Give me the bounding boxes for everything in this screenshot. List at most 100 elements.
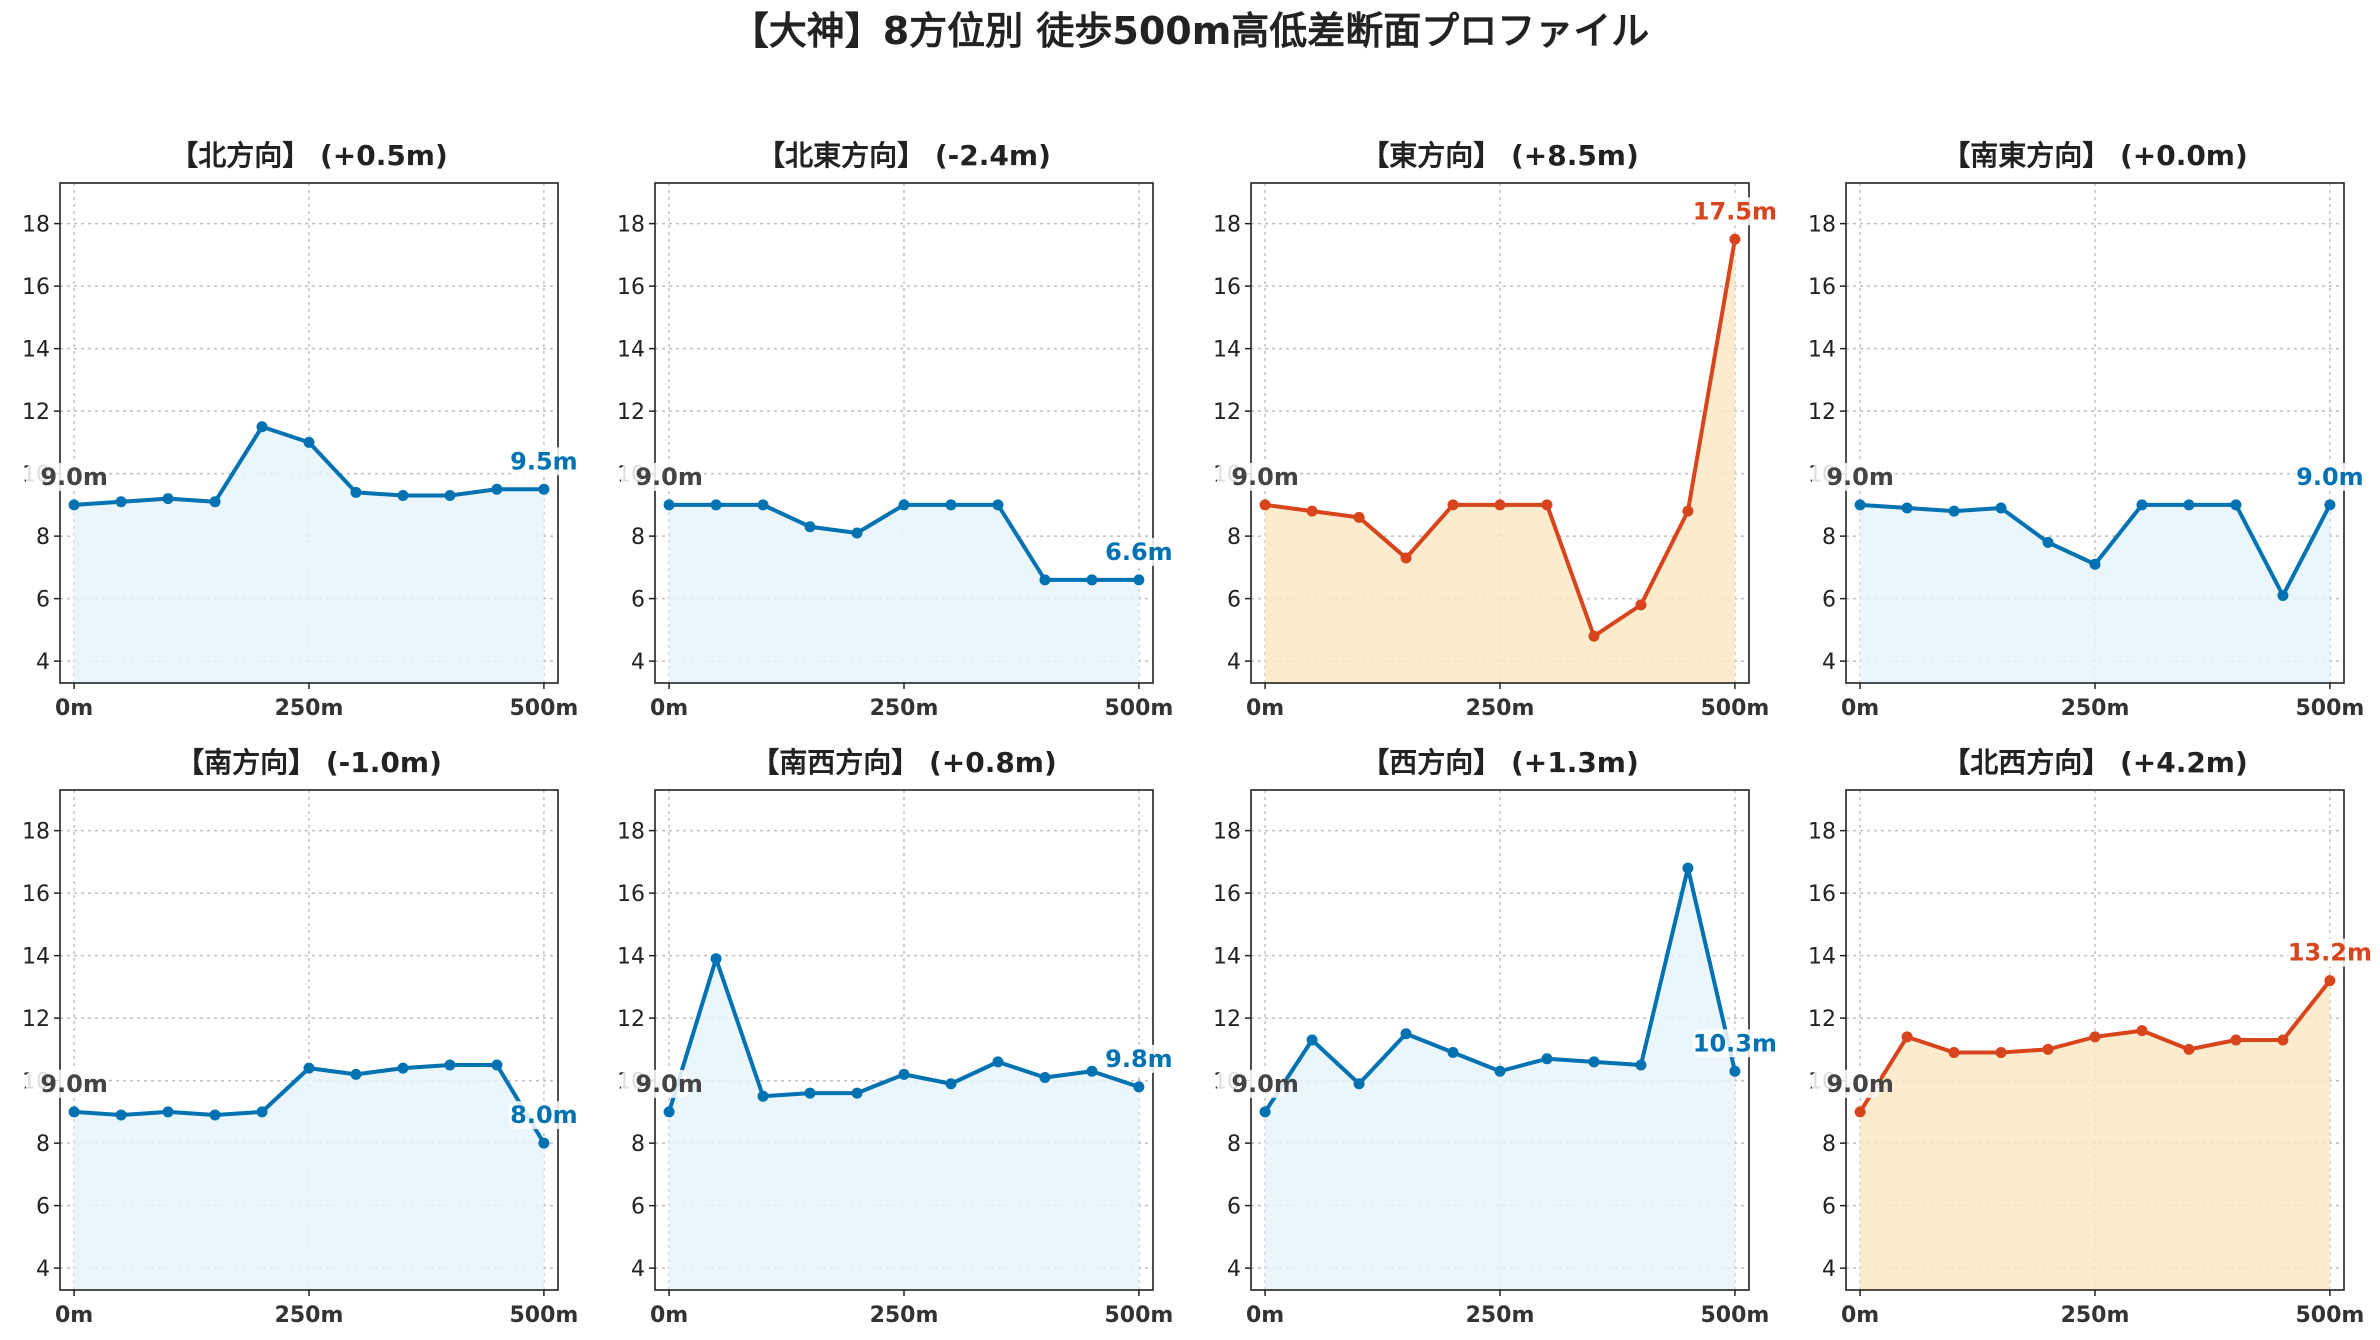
data-point — [2324, 975, 2336, 987]
y-tick-label: 14 — [1213, 945, 1241, 970]
end-value-label: 8.0m — [510, 1101, 578, 1129]
panel-7: 【西方向】 (+1.3m)46810121416180m250m500m9.0m… — [1213, 746, 1778, 1328]
data-point — [1588, 1056, 1600, 1068]
y-tick-label: 18 — [617, 213, 645, 238]
start-value-label: 9.0m — [635, 1070, 703, 1098]
y-tick-label: 6 — [631, 1195, 645, 1220]
y-tick-label: 12 — [1808, 1007, 1836, 1032]
y-tick-label: 18 — [22, 820, 50, 845]
y-tick-label: 6 — [36, 1195, 50, 1220]
end-value-label: 13.2m — [2288, 939, 2372, 967]
data-point — [444, 490, 456, 501]
end-label-box — [2287, 938, 2373, 967]
data-point — [1682, 862, 1694, 874]
end-value-label: 9.5m — [510, 447, 578, 475]
y-tick-label: 18 — [1213, 820, 1241, 845]
y-tick-label: 12 — [22, 1007, 50, 1032]
x-tick-label: 250m — [1466, 696, 1535, 721]
data-point — [1306, 1034, 1318, 1046]
y-tick-label: 16 — [1808, 275, 1836, 300]
data-point — [1995, 1047, 2007, 1058]
panel-title: 【南方向】 (-1.0m) — [176, 746, 442, 779]
data-point — [1133, 1081, 1145, 1093]
panel-title: 【南西方向】 (+0.8m) — [751, 746, 1057, 779]
y-tick-label: 8 — [631, 525, 645, 550]
start-value-label: 9.0m — [40, 1070, 108, 1098]
x-tick-label: 0m — [55, 696, 93, 721]
y-tick-label: 16 — [617, 882, 645, 907]
end-label-box — [1692, 1029, 1778, 1058]
data-point — [1635, 599, 1647, 611]
x-tick-label: 250m — [870, 1303, 939, 1328]
y-tick-label: 4 — [631, 650, 645, 675]
y-tick-label: 4 — [1822, 1257, 1836, 1282]
x-tick-label: 0m — [1841, 1303, 1879, 1328]
x-tick-label: 250m — [2061, 696, 2130, 721]
y-tick-label: 4 — [631, 1257, 645, 1282]
end-value-label: 6.6m — [1105, 538, 1173, 566]
data-point — [2230, 1034, 2242, 1046]
data-point — [1039, 1072, 1051, 1083]
y-tick-label: 6 — [631, 588, 645, 613]
data-point — [444, 1059, 456, 1071]
data-point — [663, 1106, 675, 1118]
data-point — [538, 483, 550, 495]
data-point — [757, 1090, 769, 1102]
y-tick-label: 4 — [1227, 1257, 1241, 1282]
figure-title: 【大神】8方位別 徒歩500m高低差断面プロファイル — [731, 9, 1650, 53]
panel-6: 【南西方向】 (+0.8m)46810121416180m250m500m9.0… — [617, 746, 1174, 1328]
start-value-label: 9.0m — [635, 463, 703, 491]
panels: 【北方向】 (+0.5m)46810121416180m250m500m9.0m… — [22, 139, 2373, 1328]
panel-title: 【北東方向】 (-2.4m) — [757, 139, 1051, 172]
data-point — [1306, 505, 1318, 517]
elevation-area — [1860, 504, 2330, 683]
data-point — [162, 493, 174, 505]
data-point — [209, 496, 221, 508]
data-point — [1948, 505, 1960, 517]
panel-title: 【北方向】 (+0.5m) — [170, 139, 448, 172]
elevation-area — [1860, 980, 2330, 1290]
x-tick-label: 250m — [1466, 1303, 1535, 1328]
data-point — [1086, 574, 1098, 586]
y-tick-label: 4 — [36, 650, 50, 675]
y-tick-label: 12 — [22, 400, 50, 425]
start-label-box — [26, 462, 94, 491]
panel-title: 【西方向】 (+1.3m) — [1361, 746, 1639, 779]
x-tick-label: 500m — [509, 1303, 578, 1328]
end-label-box — [2294, 462, 2365, 491]
y-tick-label: 6 — [1822, 1195, 1836, 1220]
data-point — [68, 1106, 80, 1118]
data-point — [115, 496, 127, 508]
data-point — [1400, 552, 1412, 564]
data-point — [1854, 499, 1866, 511]
start-value-label: 9.0m — [1826, 1070, 1894, 1098]
data-point — [945, 499, 957, 511]
data-point — [2089, 1031, 2101, 1043]
y-tick-label: 14 — [1213, 338, 1241, 363]
end-value-label: 9.0m — [2296, 463, 2364, 491]
data-point — [1901, 1031, 1913, 1043]
data-point — [350, 1068, 362, 1080]
end-value-label: 17.5m — [1693, 197, 1777, 225]
end-value-label: 10.3m — [1693, 1029, 1777, 1057]
y-tick-label: 8 — [1227, 525, 1241, 550]
data-point — [898, 1068, 910, 1080]
data-point — [68, 499, 80, 511]
y-tick-label: 4 — [1227, 650, 1241, 675]
start-label-box — [1812, 462, 1880, 491]
x-tick-label: 0m — [650, 696, 688, 721]
y-tick-label: 4 — [36, 1257, 50, 1282]
y-tick-label: 14 — [1808, 338, 1836, 363]
data-point — [1259, 1106, 1271, 1118]
panel-1: 【北方向】 (+0.5m)46810121416180m250m500m9.0m… — [22, 139, 579, 721]
data-point — [1729, 233, 1741, 245]
y-tick-label: 8 — [36, 525, 50, 550]
x-tick-label: 250m — [275, 696, 344, 721]
y-tick-label: 18 — [22, 213, 50, 238]
data-point — [2183, 499, 2195, 511]
data-point — [1494, 1065, 1506, 1077]
data-point — [1133, 574, 1145, 586]
start-label-box — [1217, 462, 1285, 491]
data-point — [851, 1087, 863, 1099]
